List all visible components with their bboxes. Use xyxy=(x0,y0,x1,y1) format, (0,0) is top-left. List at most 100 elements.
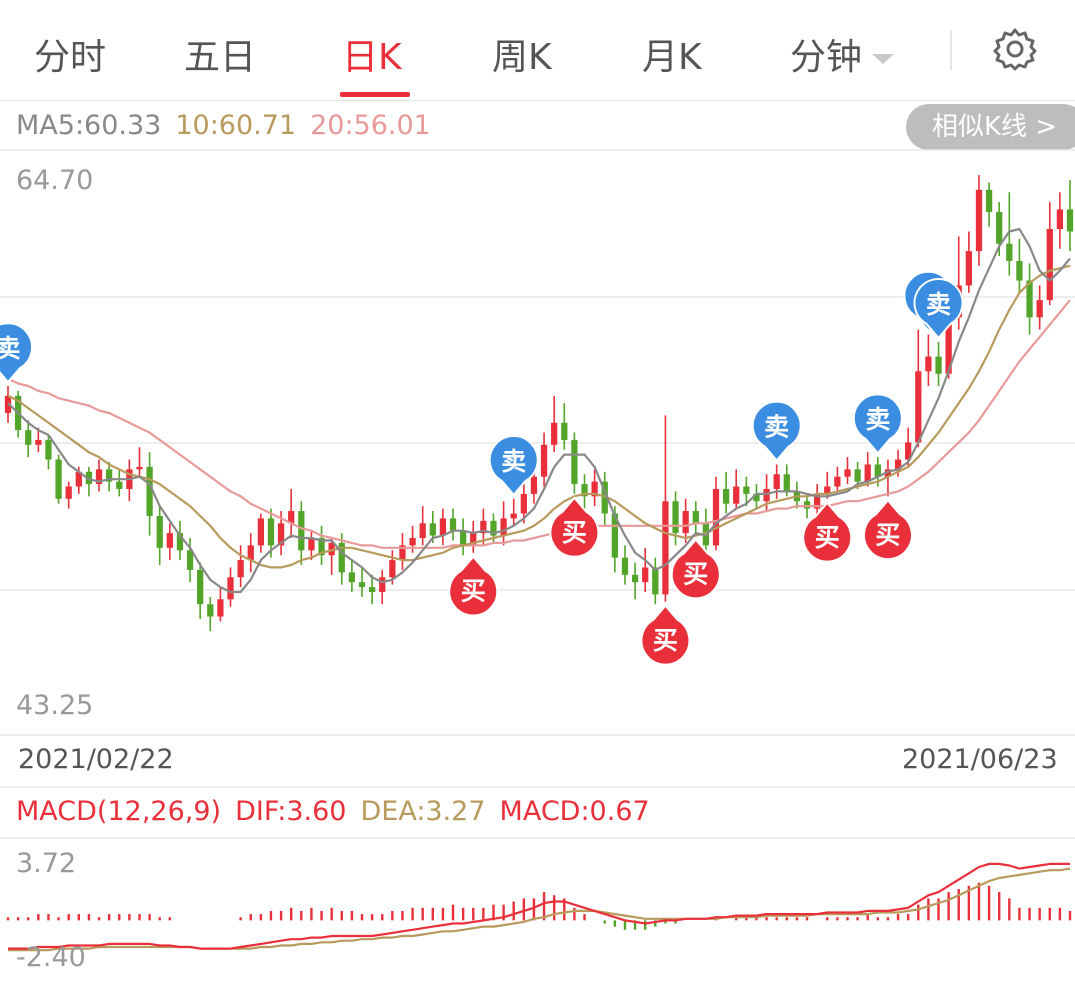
buy-signal-pin: 买 xyxy=(802,501,853,563)
candle-up xyxy=(480,520,487,534)
candle-down xyxy=(348,572,356,583)
signal-pin-shape xyxy=(448,555,499,617)
date-axis-end: 2021/06/23 xyxy=(902,744,1058,775)
candle-up xyxy=(905,442,912,460)
candle-down xyxy=(207,604,214,617)
buy-label: 买 xyxy=(875,520,900,549)
dea-line xyxy=(8,867,1071,952)
tab-weekly-k[interactable]: 周K xyxy=(492,37,552,78)
signal-pin-shape xyxy=(852,393,903,455)
candle-up xyxy=(642,567,649,583)
candle-down xyxy=(621,557,629,575)
candle-up xyxy=(520,493,527,514)
signal-pin-shape xyxy=(488,435,539,497)
candle-down xyxy=(672,501,679,534)
macd-plot xyxy=(6,862,1072,952)
candle-up xyxy=(439,518,447,536)
macd-axis-max: 3.72 xyxy=(16,848,77,879)
ma10-value: 10:60.71 xyxy=(175,110,297,141)
candle-down xyxy=(561,422,568,440)
candle-up xyxy=(247,545,254,561)
candle-up xyxy=(470,533,477,546)
candle-up xyxy=(894,459,902,470)
gear-icon[interactable] xyxy=(992,26,1038,72)
candle-down xyxy=(146,466,153,516)
candle-down xyxy=(783,474,790,492)
sell-signal-pin: 卖 xyxy=(751,400,802,462)
candle-down xyxy=(55,459,62,499)
candle-up xyxy=(419,523,426,539)
candle-up xyxy=(328,542,335,556)
buy-signal-pin: 买 xyxy=(549,496,600,558)
sell-signal-pin: 卖 xyxy=(913,278,964,340)
candle-up xyxy=(662,501,669,595)
candle-up xyxy=(1056,209,1064,230)
sell-label: 卖 xyxy=(0,334,21,363)
candle-up xyxy=(95,469,103,485)
macd-title: MACD(12,26,9) xyxy=(16,796,222,827)
candle-down xyxy=(186,550,194,570)
date-axis-start: 2021/02/22 xyxy=(18,744,174,775)
candle-down xyxy=(874,464,881,477)
signal-pin-shape xyxy=(862,498,913,561)
candle-up xyxy=(682,511,689,534)
candle-down xyxy=(318,538,325,556)
tab-minute[interactable]: 分钟 xyxy=(790,28,895,78)
candle-down xyxy=(338,542,345,573)
candle-down xyxy=(571,439,578,485)
candle-up xyxy=(844,469,851,477)
candle-up xyxy=(136,466,143,470)
sell-label: 卖 xyxy=(926,290,951,319)
candle-down xyxy=(25,430,32,445)
period-tab-bar: 分时 五日 日K 周K 月K 分钟 xyxy=(0,0,1075,100)
candle-up xyxy=(75,471,82,487)
candle-down xyxy=(692,511,699,524)
candle-up xyxy=(884,469,892,477)
tab-daily-k[interactable]: 日K xyxy=(342,37,402,78)
candle-up xyxy=(733,486,740,504)
ma10-line xyxy=(7,264,1071,569)
candle-up xyxy=(379,577,386,592)
candle-up xyxy=(1046,229,1053,301)
candle-up xyxy=(834,476,841,487)
candle-down xyxy=(935,356,942,374)
ma5-value: MA5:60.33 xyxy=(16,110,162,141)
tab-five-day[interactable]: 五日 xyxy=(184,37,257,78)
sell-signal-pin: 卖 xyxy=(488,435,539,497)
candle-down xyxy=(267,518,275,546)
active-tab-indicator xyxy=(340,92,410,97)
candle-up xyxy=(237,560,244,578)
macd-dea-value: DEA:3.27 xyxy=(360,796,486,827)
buy-label: 买 xyxy=(683,560,708,589)
signal-pin-shape xyxy=(913,278,964,340)
similar-k-line-button[interactable]: 相似K线 > xyxy=(906,104,1075,150)
candle-down xyxy=(460,530,467,546)
candle-up xyxy=(227,577,234,600)
candle-up xyxy=(591,481,598,497)
buy-label: 买 xyxy=(461,577,486,606)
price-plot xyxy=(4,175,1074,632)
candle-up xyxy=(510,513,517,519)
candle-down xyxy=(803,501,811,509)
caret-down-icon xyxy=(872,54,895,64)
buy-label: 买 xyxy=(653,626,678,655)
signal-pin-shape xyxy=(670,538,721,600)
candle-down xyxy=(854,469,861,482)
tab-monthly-k[interactable]: 月K xyxy=(642,37,702,78)
buy-signal-pin: 买 xyxy=(448,555,499,617)
candle-down xyxy=(985,189,993,212)
tab-divider xyxy=(950,30,952,70)
tab-intraday[interactable]: 分时 xyxy=(34,37,107,78)
candle-up xyxy=(551,422,558,445)
candle-up xyxy=(308,538,315,551)
candle-up xyxy=(864,464,871,482)
ma20-value: 20:56.01 xyxy=(310,110,431,141)
candle-down xyxy=(358,582,366,588)
candle-down xyxy=(581,484,588,497)
sell-label: 卖 xyxy=(501,447,526,476)
candle-up xyxy=(257,518,264,546)
candle-down xyxy=(429,523,436,536)
candle-down xyxy=(631,574,639,583)
candle-down xyxy=(156,515,163,548)
